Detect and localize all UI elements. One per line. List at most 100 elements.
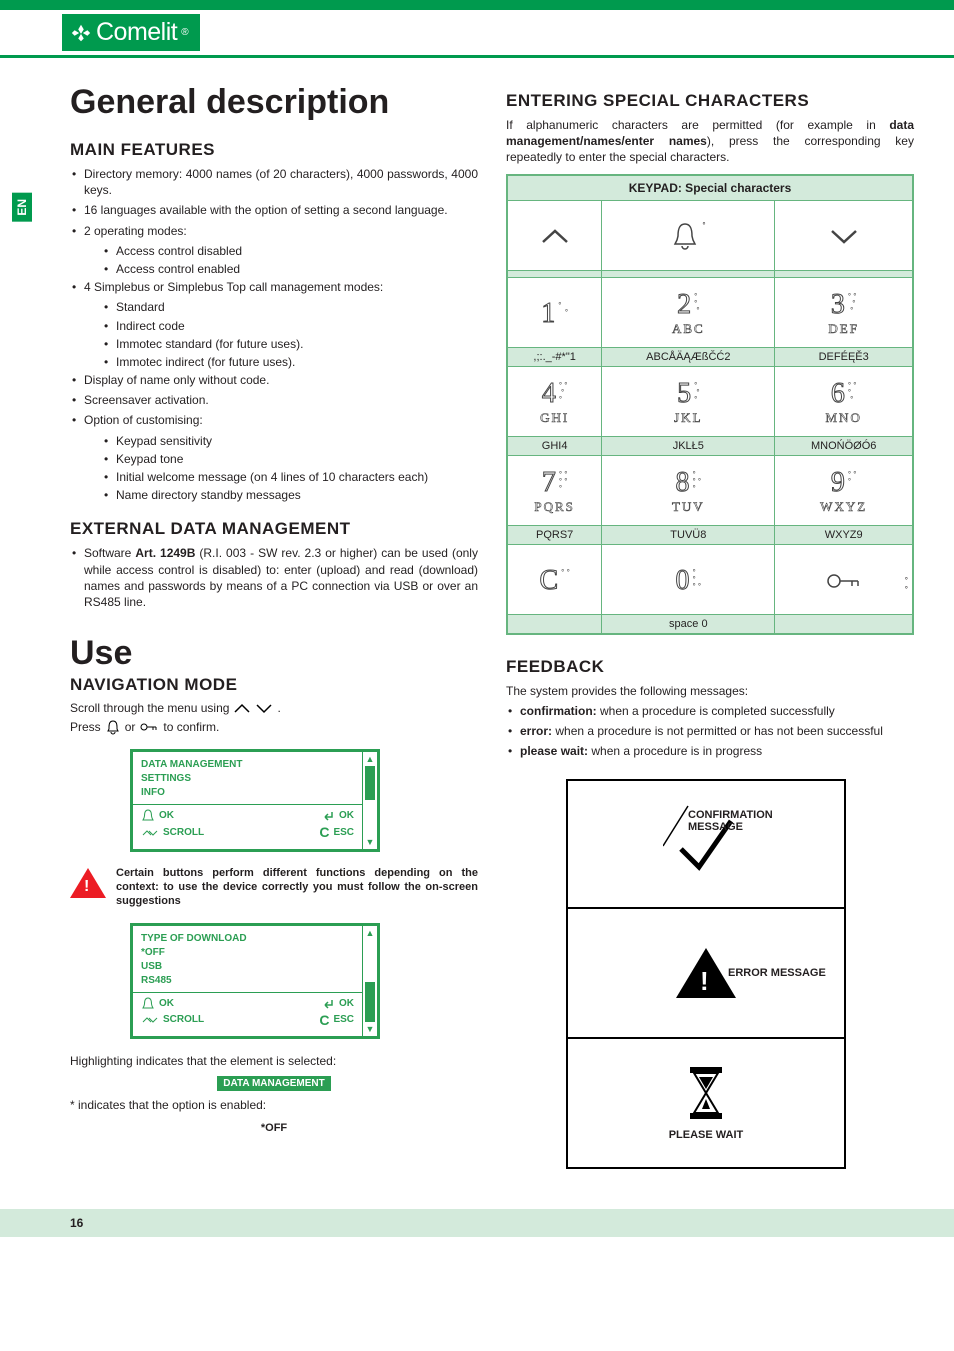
- keypad-label: MNOŃÖØÓ6: [775, 436, 913, 455]
- keypad-header: KEYPAD: Special characters: [507, 175, 913, 201]
- operating-modes-list: Access control disabled Access control e…: [70, 243, 478, 277]
- call-modes-list: Standard Indirect code Immotec standard …: [70, 299, 478, 370]
- menu-line: USB: [141, 960, 354, 974]
- nav-mode-heading: NAVIGATION MODE: [70, 675, 478, 695]
- feedback-item: confirmation: when a procedure is comple…: [506, 703, 914, 719]
- call-item: Immotec standard (for future uses).: [102, 336, 478, 352]
- logo-icon: [70, 22, 92, 44]
- updown-icon: [141, 1014, 159, 1026]
- call-item: Standard: [102, 299, 478, 315]
- keypad-key[interactable]: 4° ° °°GHI: [507, 366, 602, 436]
- highlight-explain: Highlighting indicates that the element …: [70, 1053, 478, 1069]
- keypad-label: TUVÜ8: [602, 525, 775, 544]
- menu-line: TYPE OF DOWNLOAD: [141, 932, 354, 946]
- keypad-key[interactable]: °: [602, 200, 775, 270]
- menu-line: SETTINGS: [141, 772, 354, 786]
- menu-screen-1: DATA MANAGEMENT SETTINGS INFO OK OK: [130, 749, 380, 852]
- keypad-key[interactable]: °°: [775, 544, 913, 614]
- menu-line: INFO: [141, 786, 354, 800]
- asterisk-value: *OFF: [261, 1122, 287, 1134]
- custom-item: Name directory standby messages: [102, 487, 478, 503]
- feedback-boxes: CONFIRMATION MESSAGE ERROR MESSAGE: [566, 779, 846, 1169]
- custom-item: Initial welcome message (on 4 lines of 1…: [102, 469, 478, 485]
- key-icon: [139, 721, 159, 733]
- hourglass-icon: [684, 1065, 728, 1121]
- left-column: General description MAIN FEATURES Direct…: [70, 83, 478, 1169]
- up-arrow-icon: [233, 702, 251, 714]
- keypad-key[interactable]: 7° °° °°PQRS: [507, 455, 602, 525]
- enter-icon: [321, 998, 335, 1010]
- keypad-key[interactable]: 6° °° °MNO: [775, 366, 913, 436]
- keypad-label: [602, 270, 775, 277]
- scroll-down-icon[interactable]: ▼: [366, 837, 375, 847]
- language-tab: EN: [12, 193, 32, 222]
- use-heading: Use: [70, 634, 478, 673]
- warning-note: Certain buttons perform different functi…: [70, 866, 478, 909]
- feedback-item: error: when a procedure is not permitted…: [506, 723, 914, 739]
- scroll-up-icon[interactable]: ▲: [366, 754, 375, 764]
- special-chars-intro: If alphanumeric characters are permitted…: [506, 117, 914, 166]
- keypad-label: [775, 270, 913, 277]
- feature-item: Directory memory: 4000 names (of 20 char…: [70, 166, 478, 198]
- feature-item: 16 languages available with the option o…: [70, 202, 478, 218]
- menu-line: *OFF: [141, 946, 354, 960]
- custom-item: Keypad sensitivity: [102, 433, 478, 449]
- warning-text: Certain buttons perform different functi…: [116, 866, 478, 909]
- custom-list: Keypad sensitivity Keypad tone Initial w…: [70, 433, 478, 504]
- feature-item: 2 operating modes:: [70, 223, 478, 239]
- keypad-label: ABCÅÄĄÆßČĆ2: [602, 347, 775, 366]
- special-chars-heading: ENTERING SPECIAL CHARACTERS: [506, 91, 914, 111]
- scroll-down-icon[interactable]: ▼: [366, 1024, 375, 1034]
- feature-item: Screensaver activation.: [70, 392, 478, 408]
- updown-icon: [141, 827, 159, 839]
- mode-item: Access control enabled: [102, 261, 478, 277]
- bell-icon: [105, 719, 121, 735]
- keypad-key[interactable]: 8°° °°TUV: [602, 455, 775, 525]
- external-item: Software Art. 1249B (R.I. 003 - SW rev. …: [70, 545, 478, 610]
- feature-item: 4 Simplebus or Simplebus Top call manage…: [70, 279, 478, 295]
- keypad-label: ,;:._-#*"1: [507, 347, 602, 366]
- highlight-pill: DATA MANAGEMENT: [217, 1076, 330, 1091]
- menu-line: RS485: [141, 974, 354, 988]
- mode-item: Access control disabled: [102, 243, 478, 259]
- bell-icon: [141, 809, 155, 823]
- menu-line: DATA MANAGEMENT: [141, 758, 354, 772]
- pointer-line-icon: [663, 801, 713, 851]
- keypad-key[interactable]: 3° ° ° °DEF: [775, 277, 913, 347]
- feedback-intro: The system provides the following messag…: [506, 683, 914, 699]
- keypad-key[interactable]: 9° °°WXYZ: [775, 455, 913, 525]
- scroll-up-icon[interactable]: ▲: [366, 928, 375, 938]
- brand-text: Comelit: [96, 18, 177, 47]
- error-box: ERROR MESSAGE: [566, 909, 846, 1039]
- feedback-item: please wait: when a procedure is in prog…: [506, 743, 914, 759]
- brand-logo: Comelit®: [62, 14, 200, 51]
- keypad-label: [507, 614, 602, 634]
- feature-item: Option of customising:: [70, 412, 478, 428]
- keypad-key[interactable]: [507, 200, 602, 270]
- feedback-list: confirmation: when a procedure is comple…: [506, 703, 914, 760]
- keypad-label: [507, 270, 602, 277]
- call-item: Immotec indirect (for future uses).: [102, 354, 478, 370]
- scrollbar[interactable]: ▲ ▼: [362, 749, 380, 852]
- enter-icon: [321, 810, 335, 822]
- keypad-key[interactable]: 0°°° °: [602, 544, 775, 614]
- main-features-heading: MAIN FEATURES: [70, 140, 478, 160]
- scroll-instruction: Scroll through the menu using .: [70, 701, 478, 715]
- main-features-list: Directory memory: 4000 names (of 20 char…: [70, 166, 478, 239]
- confirmation-box: CONFIRMATION MESSAGE: [566, 779, 846, 909]
- confirm-instruction: Press or to confirm.: [70, 719, 478, 735]
- keypad-key[interactable]: [775, 200, 913, 270]
- right-column: ENTERING SPECIAL CHARACTERS If alphanume…: [506, 83, 914, 1169]
- page-number: 16: [70, 1216, 83, 1230]
- keypad-label: JKLŁ5: [602, 436, 775, 455]
- error-icon: [676, 948, 736, 998]
- keypad-label: space 0: [602, 614, 775, 634]
- keypad-key[interactable]: 5° °°JKL: [602, 366, 775, 436]
- top-bar: [0, 0, 954, 10]
- warning-icon: [70, 868, 106, 898]
- external-heading: EXTERNAL DATA MANAGEMENT: [70, 519, 478, 539]
- keypad-key[interactable]: C° °: [507, 544, 602, 614]
- keypad-key[interactable]: 1° °: [507, 277, 602, 347]
- scrollbar[interactable]: ▲ ▼: [362, 923, 380, 1040]
- keypad-key[interactable]: 2°° °ABC: [602, 277, 775, 347]
